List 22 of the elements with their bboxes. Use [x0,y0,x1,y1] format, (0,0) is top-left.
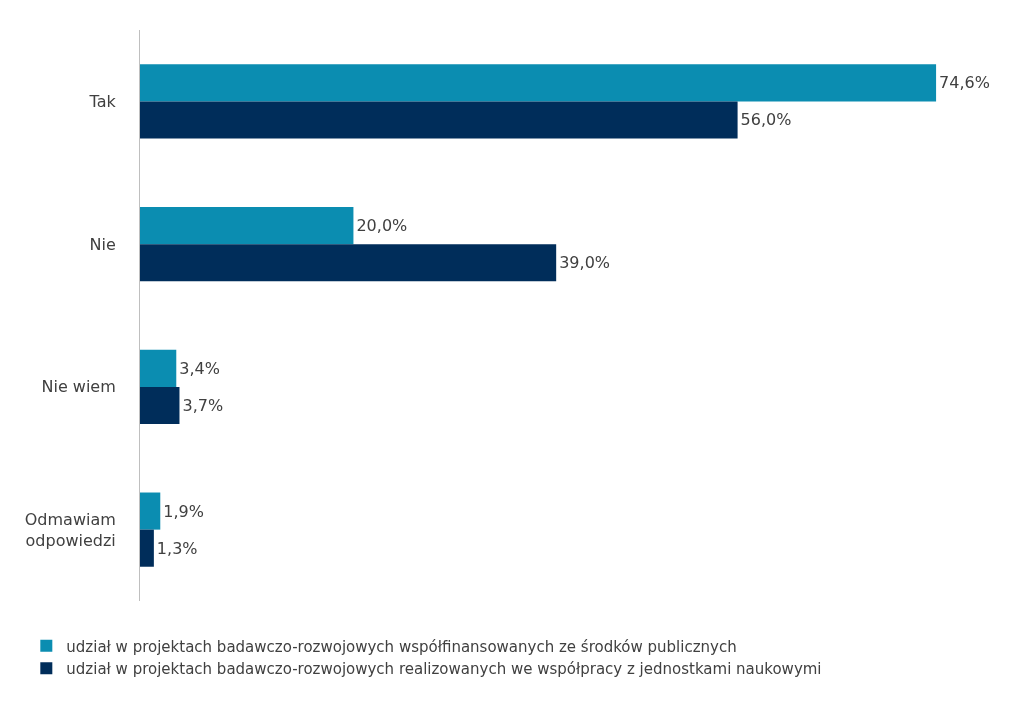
data-label: 1,3% [156,538,198,558]
bar [140,64,937,102]
bar [140,207,354,245]
legend-label: udział w projektach badawczo-rozwojowych współfinansowanych ze środków publicznych [66,637,737,656]
bar [140,101,738,139]
legend-label: udział w projektach badawczo-rozwojowych realizowanych we współpracy z jednostkami naukowymi [66,660,822,679]
bar [140,244,557,282]
y-tick-label: Nie wiem [41,377,116,397]
data-label: 3,7% [182,395,224,415]
bar [140,529,154,567]
bar [140,492,161,530]
bar [140,349,177,387]
bar [140,386,180,424]
y-tick-label: Odmawiam odpowiedzi [24,509,116,550]
y-tick-label: Tak [88,91,117,111]
data-label: 56,0% [740,110,792,130]
y-tick-label: Nie [89,234,116,254]
data-label: 1,9% [163,501,204,521]
data-label: 74,6% [939,73,990,93]
data-label: 39,0% [559,253,611,273]
data-label: 3,4% [179,358,220,378]
data-label: 20,0% [356,216,408,236]
